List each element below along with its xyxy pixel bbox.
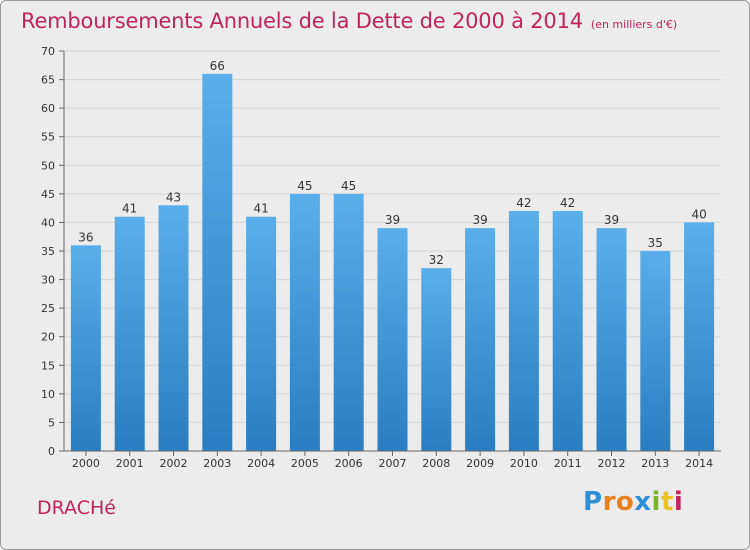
data-label: 35	[648, 236, 663, 250]
data-label: 40	[691, 207, 706, 221]
y-tick-label: 15	[41, 359, 55, 372]
bar	[421, 268, 452, 451]
x-tick-label: 2014	[685, 457, 713, 470]
x-tick-label: 2006	[335, 457, 363, 470]
y-tick-label: 60	[41, 102, 55, 115]
data-label: 36	[78, 230, 93, 244]
data-label: 66	[210, 59, 225, 73]
bars: 36 41 43 66 41 45 45 39 32 39 42 42 39 35 40	[70, 59, 715, 451]
bar	[684, 222, 715, 451]
axes: 0 5 10 15 20 25 30 35 40 45 50 55 60 65 70 2000 2001 2002…	[41, 45, 721, 470]
chart-title-text: Remboursements Annuels de la Dette de 20…	[21, 9, 583, 33]
data-label: 41	[253, 202, 268, 216]
data-label: 41	[122, 202, 137, 216]
y-tick-label: 0	[48, 445, 55, 458]
y-tick-label: 40	[41, 216, 55, 229]
bar	[289, 193, 320, 451]
x-tick-label: 2007	[379, 457, 407, 470]
data-label: 39	[472, 213, 487, 227]
y-tick-label: 20	[41, 331, 55, 344]
y-tick-label: 55	[41, 131, 55, 144]
x-tick-label: 2001	[116, 457, 144, 470]
bar	[202, 73, 233, 451]
x-tick-label: 2003	[203, 457, 231, 470]
data-label: 45	[297, 179, 312, 193]
x-tick-label: 2010	[510, 457, 538, 470]
logo-letter: o	[615, 487, 635, 517]
x-tick-label: 2012	[598, 457, 626, 470]
bar	[333, 193, 364, 451]
y-tick-label: 5	[48, 416, 55, 429]
x-tick-label: 2009	[466, 457, 494, 470]
data-label: 39	[604, 213, 619, 227]
y-tick-label: 45	[41, 188, 55, 201]
bar	[377, 228, 408, 451]
y-tick-label: 25	[41, 302, 55, 315]
x-tick-label: 2004	[247, 457, 275, 470]
data-label: 42	[516, 196, 531, 210]
x-tick-label: 2005	[291, 457, 319, 470]
bar	[114, 216, 145, 451]
x-tick-label: 2013	[641, 457, 669, 470]
bar	[158, 205, 189, 451]
data-label: 43	[166, 190, 181, 204]
y-tick-label: 10	[41, 388, 55, 401]
logo-letter: t	[660, 487, 674, 517]
proxiti-logo: Proxiti	[583, 487, 683, 517]
bar	[640, 251, 671, 451]
logo-letter: x	[634, 487, 652, 517]
x-tick-label: 2011	[554, 457, 582, 470]
bar	[508, 211, 539, 451]
x-tick-label: 2002	[160, 457, 188, 470]
logo-letter: P	[583, 487, 603, 517]
x-tick-label: 2000	[72, 457, 100, 470]
logo-letter: r	[602, 487, 616, 517]
bar	[465, 228, 496, 451]
y-tick-label: 70	[41, 45, 55, 58]
logo-letter: i	[673, 487, 684, 517]
data-label: 39	[385, 213, 400, 227]
chart-title: Remboursements Annuels de la Dette de 20…	[21, 9, 677, 33]
data-label: 42	[560, 196, 575, 210]
y-tick-label: 50	[41, 159, 55, 172]
bar	[246, 216, 277, 451]
bar	[70, 245, 101, 451]
y-tick-label: 65	[41, 74, 55, 87]
data-label: 45	[341, 179, 356, 193]
commune-name: DRACHé	[37, 497, 116, 519]
bar	[552, 211, 583, 451]
chart-unit: (en milliers d'€)	[590, 18, 678, 31]
bar	[596, 228, 627, 451]
y-tick-label: 35	[41, 245, 55, 258]
y-tick-label: 30	[41, 274, 55, 287]
x-tick-label: 2008	[422, 457, 450, 470]
data-label: 32	[429, 253, 444, 267]
logo-letter: i	[651, 487, 661, 517]
